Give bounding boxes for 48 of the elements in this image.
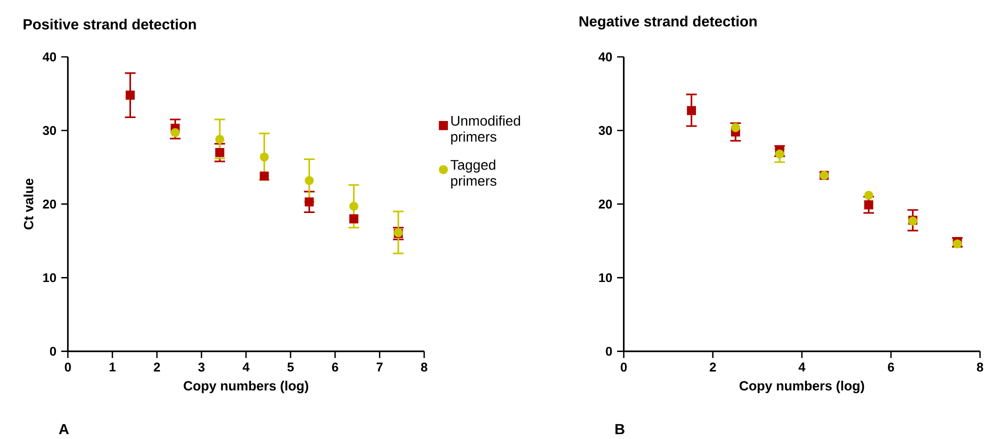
legend-label: Tagged primers <box>450 160 496 189</box>
point <box>126 90 135 100</box>
point <box>304 198 314 207</box>
x-tick-label: 0 <box>620 362 627 372</box>
point <box>215 134 224 144</box>
y-tick-label: 30 <box>42 126 56 136</box>
y-axis-title: Ct value <box>24 178 34 230</box>
x-tick-label: 6 <box>888 362 894 372</box>
point <box>952 240 962 249</box>
y-tick-label: 20 <box>598 200 612 209</box>
y-tick-label: 10 <box>599 273 612 282</box>
y-tick-label: 0 <box>606 347 612 356</box>
x-tick-label: 8 <box>976 362 984 372</box>
x-tick-label: 1 <box>110 362 116 372</box>
x-tick-label: 3 <box>198 362 205 372</box>
point <box>775 150 784 159</box>
point <box>260 172 269 181</box>
point <box>349 214 358 224</box>
point <box>686 106 696 116</box>
x-tick-label: 0 <box>64 362 71 372</box>
y-tick-label: 40 <box>42 52 56 62</box>
x-tick-label: 6 <box>332 362 338 372</box>
point <box>215 148 224 158</box>
legend-label: Unmodified primers <box>451 116 520 145</box>
x-tick-label: 8 <box>421 362 428 372</box>
point <box>349 202 358 212</box>
x-tick-label: 4 <box>798 362 806 372</box>
y-tick-label: 10 <box>43 273 56 282</box>
point <box>304 176 314 186</box>
x-tick-label: 2 <box>154 362 160 372</box>
text: B <box>615 424 624 434</box>
chart-title: Positive strand detection <box>24 18 196 30</box>
x-tick-label: 5 <box>287 362 294 372</box>
x-axis-title: Copy numbers (log) <box>184 380 308 394</box>
point <box>260 152 269 162</box>
x-tick-label: 4 <box>242 362 250 372</box>
y-tick-label: 40 <box>598 52 612 62</box>
y-tick-label: 0 <box>50 347 56 356</box>
chart-title: Negative strand detection <box>580 16 757 30</box>
x-axis-title: Copy numbers (log) <box>740 380 864 394</box>
point <box>864 200 874 210</box>
text: A <box>58 424 69 434</box>
x-tick-label: 2 <box>710 362 716 372</box>
y-tick-label: 20 <box>42 200 56 209</box>
y-tick-label: 30 <box>598 126 612 136</box>
x-tick-label: 7 <box>376 362 383 372</box>
point <box>864 190 874 200</box>
point <box>731 123 740 132</box>
